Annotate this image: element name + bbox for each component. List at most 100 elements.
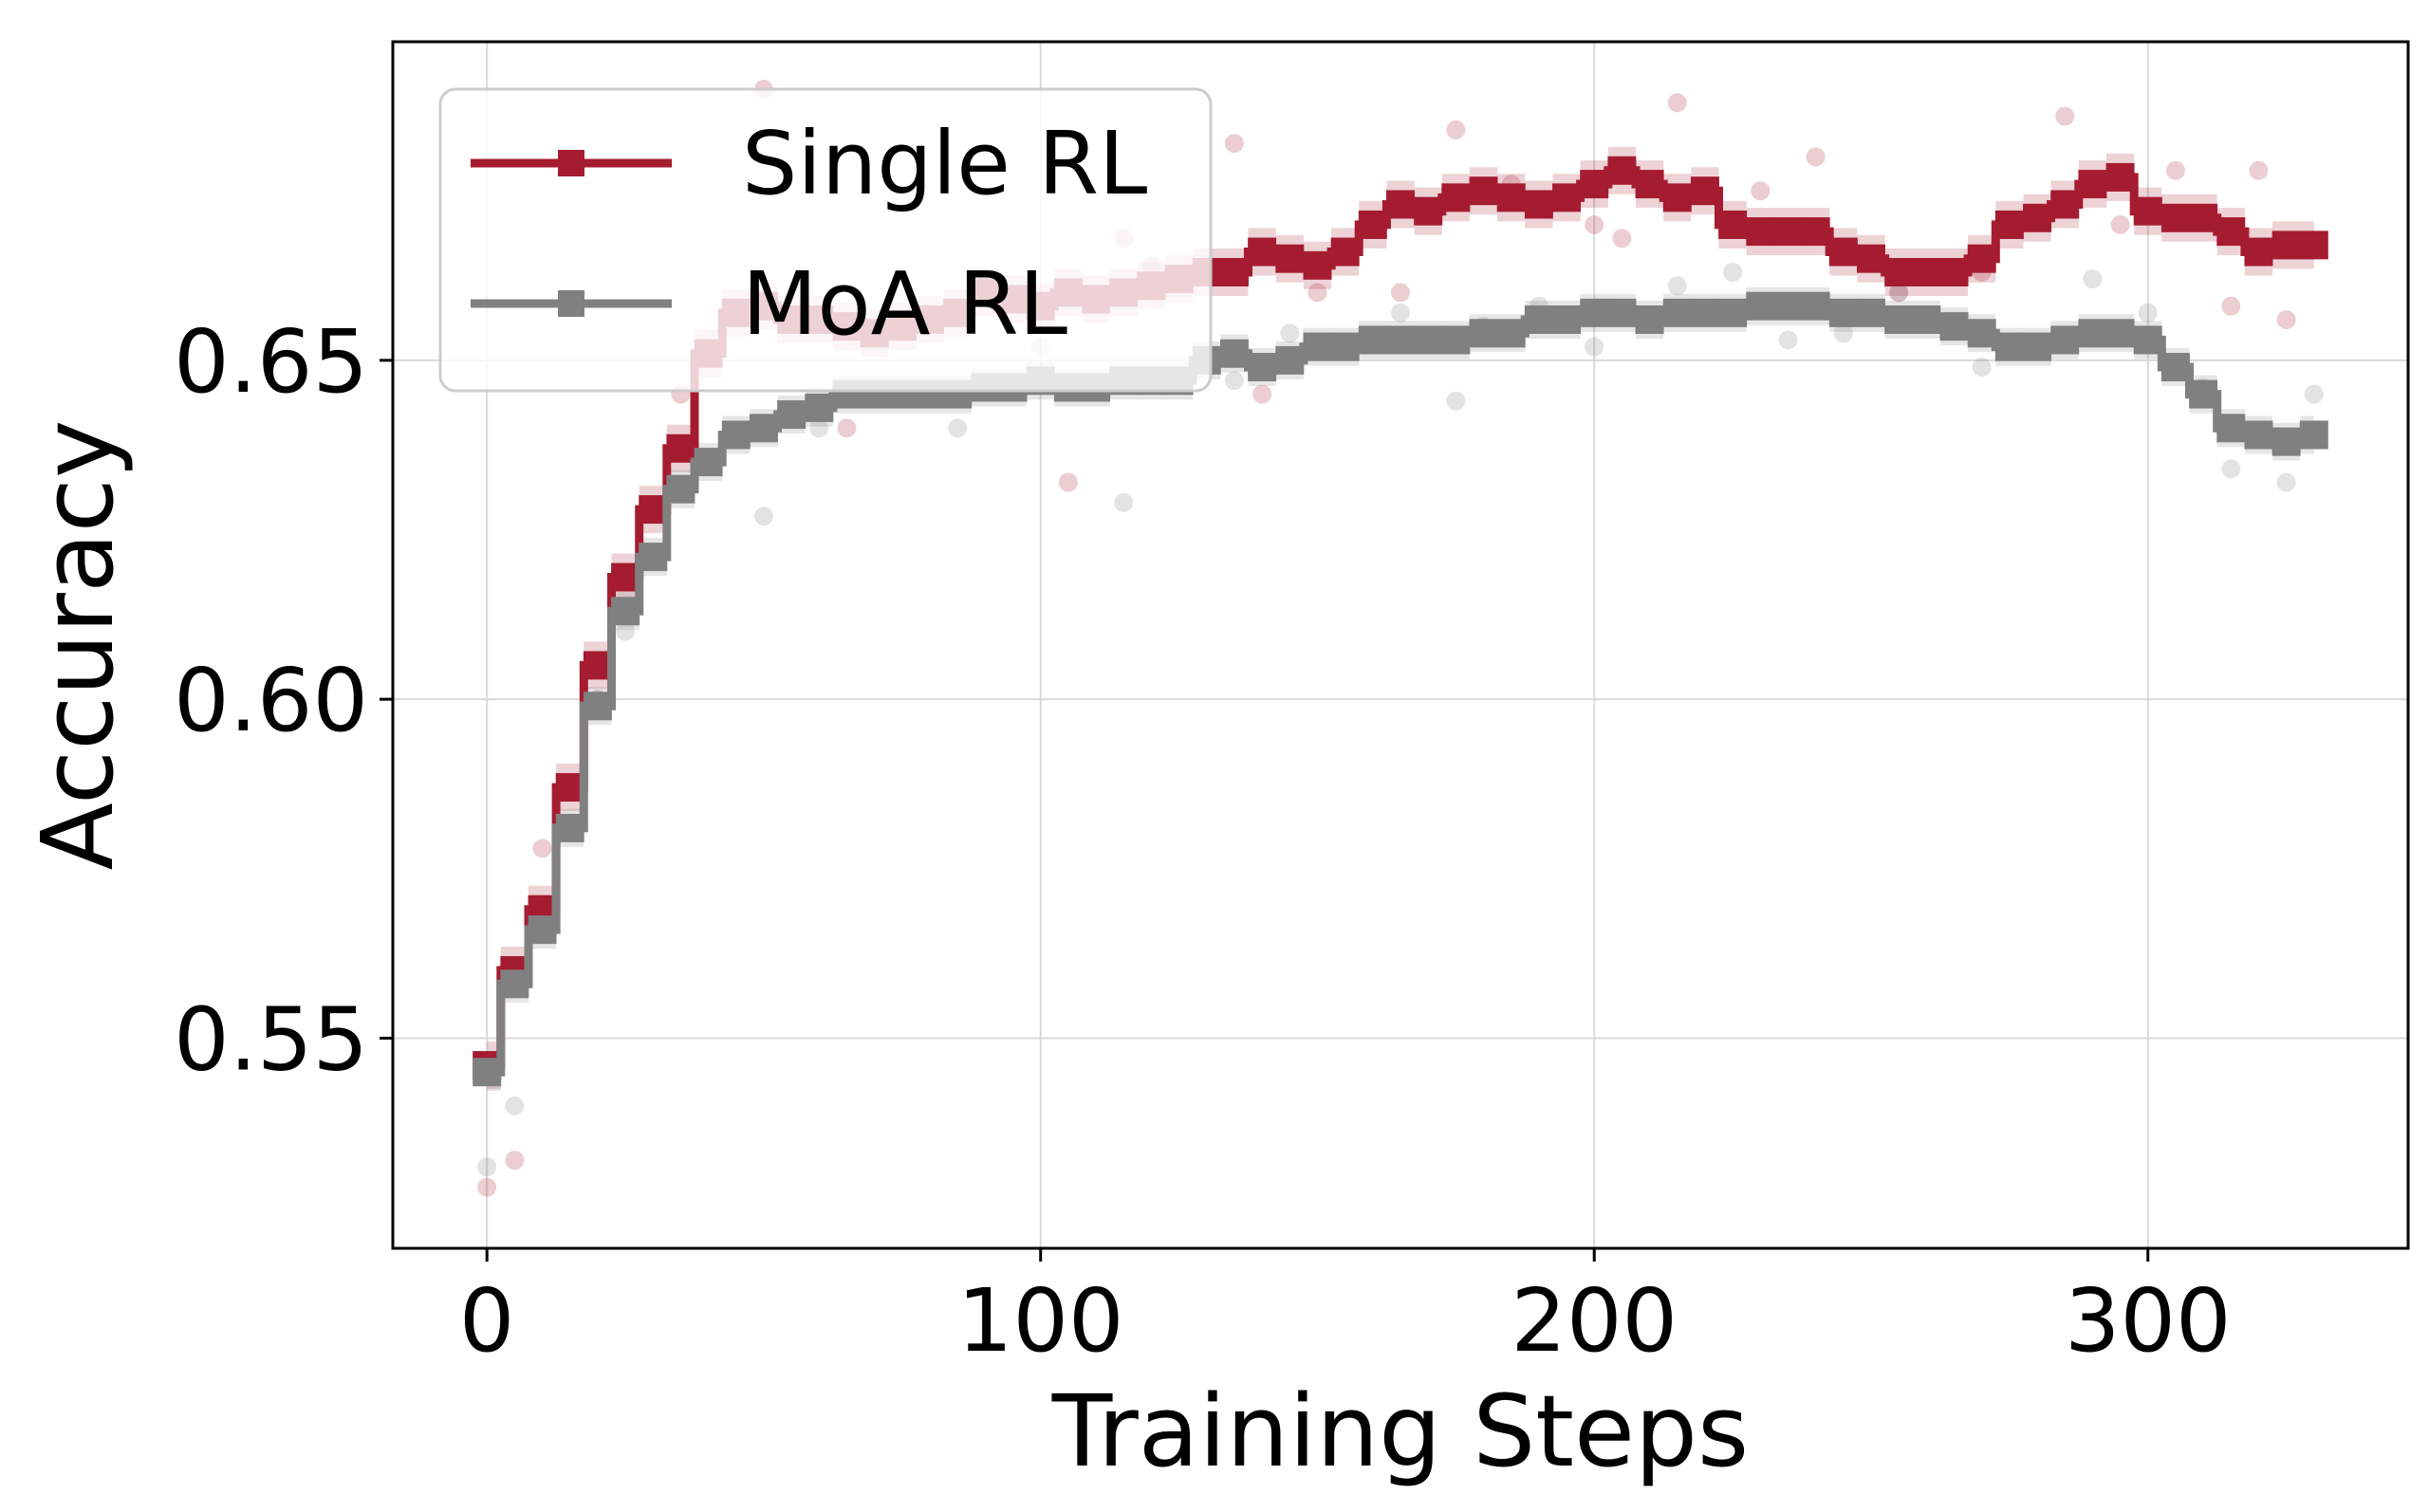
raw-point-moa-rl	[2221, 459, 2241, 479]
raw-point-moa-rl	[753, 507, 773, 526]
raw-point-moa-rl	[2304, 384, 2324, 404]
point-moa-rl	[1746, 291, 1775, 321]
raw-point-single-rl	[1806, 147, 1826, 167]
raw-point-single-rl	[532, 839, 552, 858]
raw-point-moa-rl	[1446, 391, 1466, 411]
point-single-rl	[1303, 250, 1332, 280]
raw-point-single-rl	[2221, 296, 2241, 316]
point-moa-rl	[1386, 325, 1415, 355]
x-tick-label: 100	[957, 1270, 1124, 1372]
point-single-rl	[2023, 203, 2052, 232]
point-moa-rl	[1303, 332, 1332, 361]
point-moa-rl	[639, 543, 668, 572]
raw-point-moa-rl	[1585, 337, 1604, 357]
point-moa-rl	[1580, 298, 1609, 327]
point-single-rl	[1884, 257, 1914, 286]
point-moa-rl	[1330, 332, 1360, 361]
point-single-rl	[2244, 237, 2273, 267]
y-tick-label: 0.55	[174, 988, 368, 1090]
point-moa-rl	[1994, 332, 2024, 361]
point-moa-rl	[1635, 304, 1664, 334]
raw-point-single-rl	[477, 1177, 497, 1197]
point-moa-rl	[2023, 332, 2052, 361]
raw-point-single-rl	[2165, 160, 2185, 180]
point-moa-rl	[2105, 319, 2135, 348]
point-single-rl	[1939, 257, 1969, 286]
legend-label-single-rl: Single RL	[742, 113, 1147, 214]
raw-point-single-rl	[1585, 214, 1604, 234]
point-moa-rl	[2244, 420, 2273, 450]
x-tick-label: 200	[1511, 1270, 1678, 1372]
point-single-rl	[1414, 196, 1443, 226]
point-moa-rl	[1912, 304, 1941, 334]
point-single-rl	[1441, 183, 1471, 212]
point-moa-rl	[1690, 298, 1719, 327]
point-moa-rl	[1828, 298, 1858, 327]
point-single-rl	[1690, 176, 1719, 206]
raw-point-moa-rl	[616, 621, 636, 641]
point-single-rl	[2105, 162, 2135, 192]
point-moa-rl	[1219, 339, 1249, 368]
raw-point-single-rl	[2249, 160, 2269, 180]
point-moa-rl	[1469, 319, 1498, 348]
point-moa-rl	[528, 915, 557, 945]
point-single-rl	[1994, 210, 2024, 239]
point-moa-rl	[2133, 325, 2162, 355]
point-single-rl	[639, 495, 668, 525]
point-single-rl	[1386, 190, 1415, 219]
point-moa-rl	[2160, 353, 2190, 382]
point-single-rl	[1662, 183, 1692, 212]
x-axis-label: Training Steps	[1051, 1374, 1749, 1489]
raw-point-moa-rl	[505, 1096, 525, 1116]
raw-point-single-rl	[1391, 283, 1410, 303]
point-moa-rl	[1414, 325, 1443, 355]
point-single-rl	[555, 773, 584, 802]
point-single-rl	[1496, 183, 1526, 212]
point-single-rl	[1635, 170, 1664, 199]
raw-point-single-rl	[2110, 214, 2130, 234]
raw-point-single-rl	[1667, 93, 1687, 113]
axes: 0 100 200 300 0.55 0.60 0.65	[174, 311, 2231, 1372]
plot-frame	[391, 40, 2410, 1250]
point-single-rl	[1746, 217, 1775, 247]
point-moa-rl	[1248, 353, 1277, 382]
point-moa-rl	[1773, 291, 1803, 321]
point-moa-rl	[1552, 304, 1582, 334]
point-single-rl	[666, 433, 695, 463]
point-single-rl	[1718, 210, 1748, 239]
point-moa-rl	[2050, 325, 2080, 355]
y-tick-label: 0.65	[174, 311, 368, 413]
point-single-rl	[1275, 244, 1305, 273]
raw-point-moa-rl	[2083, 269, 2103, 289]
point-single-rl	[2050, 190, 2080, 219]
point-single-rl	[1773, 217, 1803, 247]
point-moa-rl	[666, 474, 695, 504]
raw-point-single-rl	[1612, 229, 1632, 249]
point-moa-rl	[1524, 304, 1553, 334]
y-tick-label: 0.60	[174, 650, 368, 751]
raw-point-moa-rl	[1224, 371, 1244, 391]
raw-point-single-rl	[837, 418, 857, 438]
point-single-rl	[2299, 230, 2328, 260]
point-single-rl	[1469, 176, 1498, 206]
point-moa-rl	[1441, 325, 1471, 355]
x-tick-label: 0	[459, 1270, 515, 1372]
point-moa-rl	[1967, 319, 1996, 348]
y-axis-label: Accuracy	[20, 420, 136, 871]
point-single-rl	[2189, 203, 2218, 232]
legend-label-moa-rl: MoA RL	[742, 253, 1067, 355]
point-moa-rl	[777, 400, 807, 430]
legend-marker-moa-rl	[558, 290, 584, 317]
point-single-rl	[2216, 217, 2246, 247]
point-moa-rl	[1939, 312, 1969, 341]
point-single-rl	[2133, 196, 2162, 226]
point-single-rl	[1607, 156, 1637, 185]
point-moa-rl	[2271, 427, 2301, 456]
point-single-rl	[1219, 257, 1249, 286]
raw-point-moa-rl	[1391, 303, 1410, 323]
point-moa-rl	[611, 597, 640, 626]
raw-point-single-rl	[1307, 283, 1327, 303]
raw-point-single-rl	[505, 1151, 525, 1171]
